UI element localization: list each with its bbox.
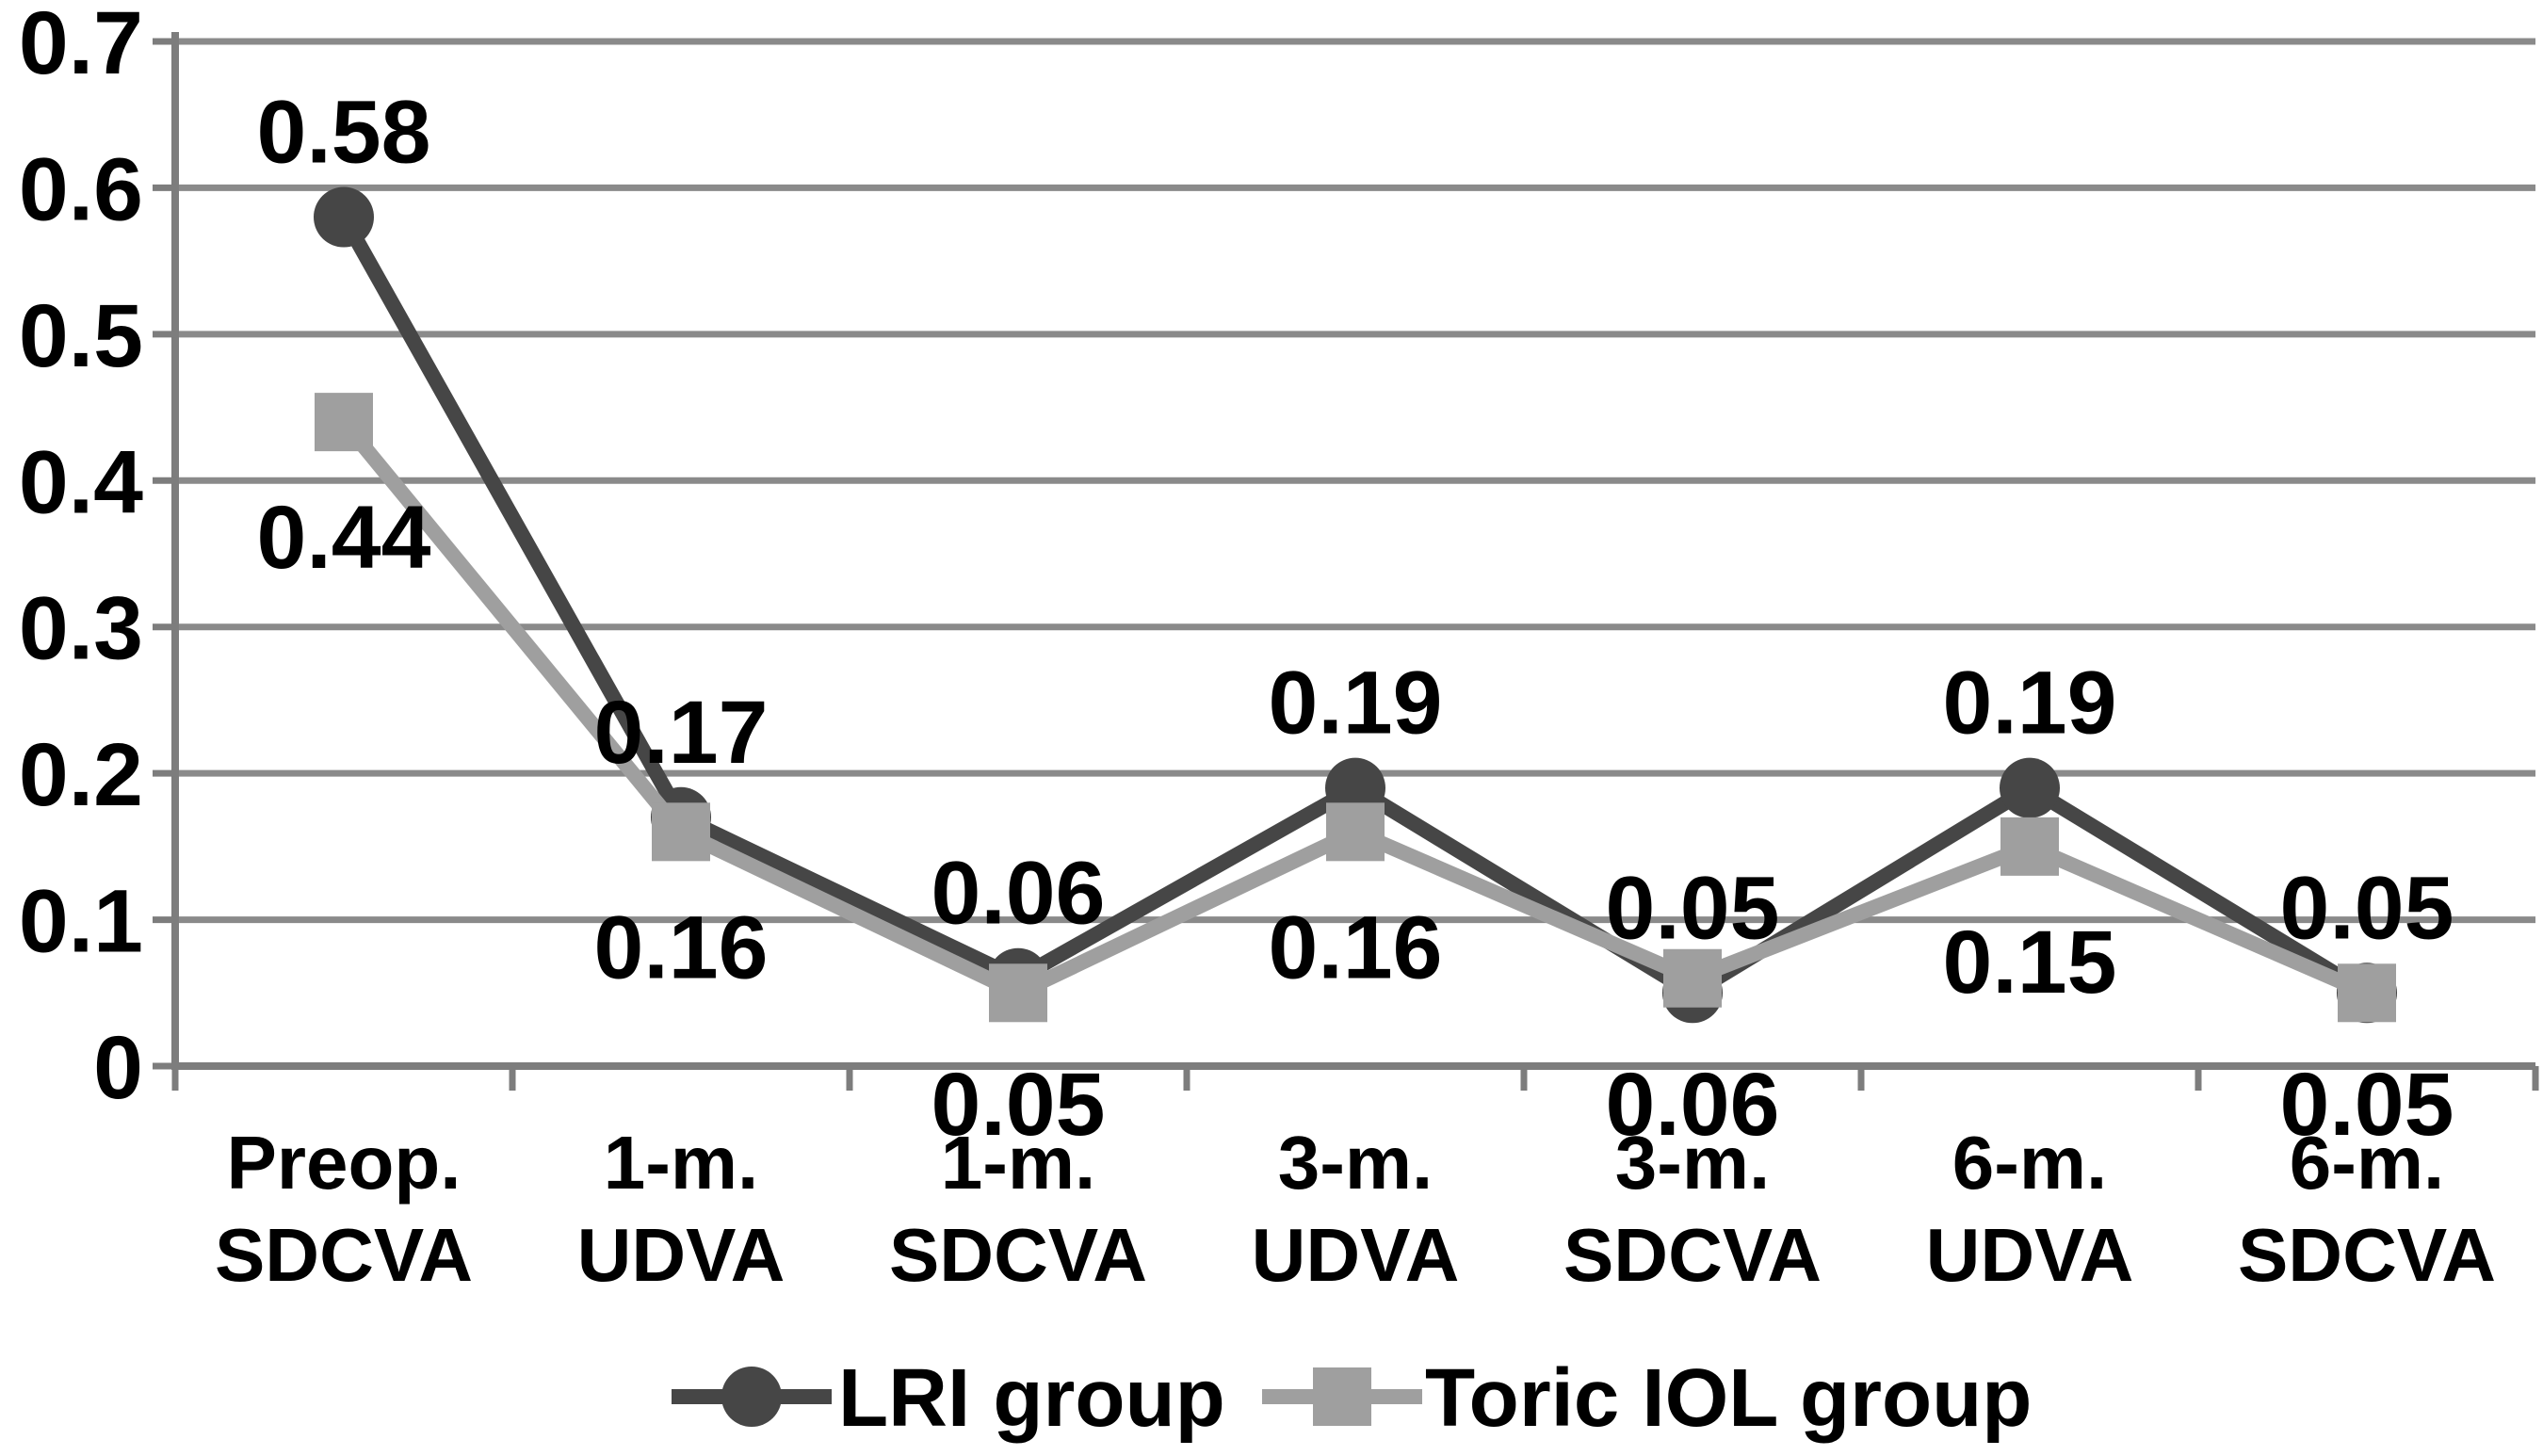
toric-marker-square [2000,817,2059,876]
data-label: 0.05 [2280,1055,2454,1155]
data-label: 0.16 [1269,898,1443,997]
data-label: 0.16 [594,898,769,997]
data-label: 0.19 [1269,654,1443,753]
y-axis-labels-group: 0 0.1 0.2 0.3 0.4 0.5 0.6 0.7 [19,0,143,1118]
y-axis-tick-label: 0.6 [19,139,143,239]
y-axis-tick-label: 0.4 [19,432,143,532]
y-axis-tick-label: 0.3 [19,579,143,679]
lri-marker-circle [2000,757,2060,818]
data-label: 0.05 [931,1055,1106,1155]
data-label: 0.05 [1606,858,1780,958]
x-axis-category-label: 1-m. UDVA [577,1121,786,1297]
data-label: 0.17 [594,683,769,783]
data-label: 0.06 [1606,1055,1780,1155]
legend-label: LRI group [838,1352,1225,1444]
y-axis-tick-label: 0 [93,1018,143,1118]
y-axis-tick-label: 0.2 [19,725,143,825]
legend-group: LRI group Toric IOL group [672,1352,2032,1444]
x-axis-category-label: Preop. SDCVA [215,1121,473,1297]
x-axis-category-label: 3-m. UDVA [1252,1121,1460,1297]
data-label: 0.15 [1943,913,2117,1012]
x-axis-category-label: 3-m. SDCVA [1563,1121,1822,1297]
x-axis-labels-group: Preop. SDCVA 1-m. UDVA 1-m. SDCVA 3-m. UDVA 3-m.… [215,1121,2496,1297]
legend-circle-marker [721,1367,782,1427]
data-labels-group: 0.58 0.17 0.06 0.19 0.05 0.19 0.05 0.44 0.16 0.05… [257,83,2454,1155]
toric-marker-square [652,802,710,862]
axes-group [153,32,2539,1091]
x-axis-category-label: 6-m. SDCVA [2238,1121,2496,1297]
y-axis-tick-label: 0.1 [19,872,143,972]
y-axis-tick-label: 0.5 [19,286,143,386]
data-label: 0.58 [257,83,431,183]
toric-marker-square [315,393,373,452]
y-axis-tick-label: 0.7 [19,0,143,93]
x-axis-category-label: 6-m. UDVA [1926,1121,2134,1297]
toric-marker-square [2338,963,2396,1023]
data-label: 0.05 [2280,858,2454,958]
toric-marker-square [1663,948,1722,1008]
toric-marker-square [1326,802,1385,862]
toric-marker-square [989,963,1047,1023]
x-axis-category-label: 1-m. SDCVA [889,1121,1147,1297]
data-label: 0.06 [931,844,1106,944]
lri-marker-circle [314,186,374,248]
legend-item-toric: Toric IOL group [1262,1352,2032,1444]
data-label: 0.44 [257,488,431,588]
legend-item-lri: LRI group [672,1352,1225,1444]
legend-square-marker [1313,1367,1371,1426]
legend-label: Toric IOL group [1425,1352,2032,1444]
data-label: 0.19 [1943,654,2117,753]
series-group [314,186,2397,1024]
